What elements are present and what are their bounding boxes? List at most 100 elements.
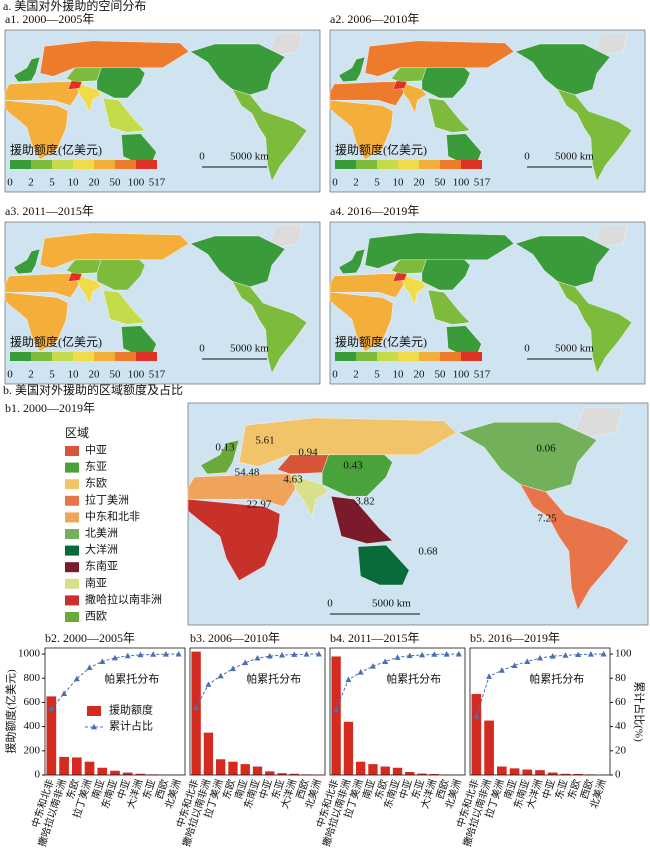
bar — [331, 656, 341, 775]
colorbar-segment — [440, 352, 461, 361]
colorbar-tick-label: 2 — [28, 177, 34, 189]
colorbar-tick-label: 20 — [89, 177, 101, 189]
region-shape — [4, 99, 69, 160]
line-marker — [217, 672, 224, 679]
line-marker — [124, 652, 131, 659]
line-marker — [473, 712, 480, 719]
colorbar-tick-label: 50 — [110, 177, 122, 189]
region-shape — [67, 272, 83, 282]
bar — [216, 759, 226, 775]
region-shape — [338, 248, 366, 275]
bar — [471, 693, 482, 775]
line-marker — [524, 658, 531, 664]
bar — [84, 761, 95, 775]
region-shape — [519, 484, 630, 611]
scale-bar-start: 0 — [199, 343, 205, 355]
y2-tick-label: 80 — [615, 672, 627, 684]
line-marker — [175, 650, 182, 657]
line-marker — [61, 690, 68, 696]
bar — [46, 696, 57, 775]
colorbar-segment — [73, 160, 94, 169]
region-shape — [427, 289, 471, 325]
legend-label: 南亚 — [85, 576, 107, 589]
line-marker — [48, 705, 55, 712]
line-marker — [205, 681, 212, 687]
colorbar-tick-label: 2 — [353, 369, 359, 381]
region-shape — [557, 281, 633, 374]
bar — [191, 651, 201, 775]
legend-title: 援助额度(亿美元) — [10, 142, 102, 157]
chart-title: b3. 2006—2010年 — [190, 631, 280, 645]
region-shape — [187, 473, 297, 507]
region-shape — [458, 422, 598, 493]
region-shape — [232, 89, 308, 182]
region-shape — [392, 272, 408, 282]
region-shape — [392, 80, 408, 90]
legend-swatch — [65, 578, 79, 589]
legend-swatch — [65, 595, 79, 606]
land — [267, 225, 303, 250]
colorbar-tick-label: 517 — [474, 177, 491, 189]
colorbar-tick-label: 20 — [414, 369, 426, 381]
colorbar-segment — [10, 352, 31, 361]
annotation: 帕累托分布 — [529, 672, 584, 686]
legend-label: 拉丁美洲 — [85, 492, 129, 506]
bar — [203, 732, 214, 775]
legend-label: 大洋洲 — [85, 542, 118, 556]
line-marker — [242, 659, 249, 666]
region-shape — [364, 40, 515, 77]
plot-frame — [329, 647, 466, 776]
colorbar-segment — [461, 160, 482, 169]
x-tick-label: 西欧 — [434, 778, 452, 801]
colorbar-tick-label: 0 — [7, 177, 13, 189]
colorbar-segment — [419, 160, 440, 169]
bar — [110, 770, 120, 775]
colorbar-segment — [377, 160, 398, 169]
region-value-label: 0.06 — [536, 443, 556, 455]
line-marker — [455, 650, 462, 657]
line-marker — [229, 665, 236, 672]
colorbar-tick-label: 100 — [128, 369, 145, 381]
bar — [368, 764, 378, 775]
bar — [560, 773, 571, 775]
bar — [496, 766, 507, 775]
bar — [405, 771, 415, 775]
colorbar-segment — [115, 160, 136, 169]
region-shape — [329, 81, 405, 106]
bar — [417, 773, 427, 775]
y2-tick-label: 20 — [615, 744, 627, 756]
region-shape — [4, 291, 69, 352]
colorbar-tick-label: 50 — [435, 369, 447, 381]
region-shape — [329, 291, 394, 352]
colorbar-segment — [94, 352, 115, 361]
region-shape — [357, 544, 410, 586]
x-tick-label: 西欧 — [294, 778, 312, 801]
line-marker — [162, 650, 169, 657]
region-value-label: 4.63 — [283, 474, 303, 486]
legend-swatch — [65, 512, 79, 523]
region-shape — [102, 289, 146, 325]
region-shape — [13, 56, 41, 83]
region-shape — [329, 99, 394, 160]
bar — [522, 769, 533, 775]
legend-title: 区域 — [65, 426, 89, 440]
colorbar-segment — [356, 160, 377, 169]
bar — [277, 773, 287, 775]
region-shape — [39, 232, 190, 269]
legend-label: 中东和北非 — [85, 510, 140, 523]
line-marker — [369, 663, 376, 669]
region-shape — [67, 80, 83, 90]
line-marker — [511, 662, 518, 668]
colorbar-segment — [136, 352, 157, 361]
legend-label: 东欧 — [85, 477, 107, 490]
colorbar-tick-label: 2 — [28, 369, 34, 381]
scale-bar-label: 5000 km — [555, 151, 594, 163]
line-marker — [486, 673, 493, 679]
colorbar-tick-label: 0 — [7, 369, 13, 381]
legend-swatch — [65, 495, 79, 506]
colorbar-segment — [377, 352, 398, 361]
scale-bar-start: 0 — [524, 343, 530, 355]
line-marker — [279, 651, 286, 658]
bar — [59, 756, 69, 775]
colorbar-segment — [31, 352, 52, 361]
